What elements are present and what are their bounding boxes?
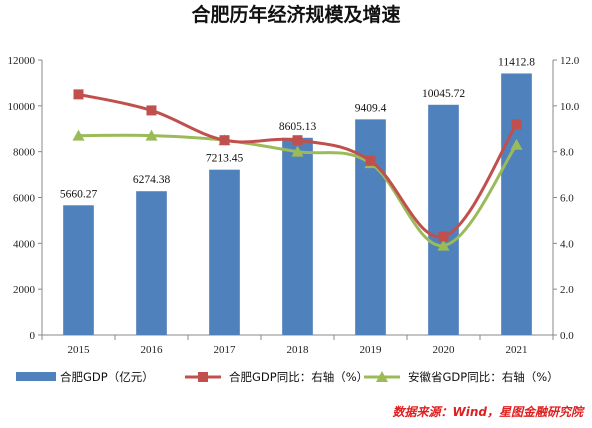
y-right-tick-label: 6.0 (560, 193, 574, 205)
x-tick-label: 2017 (214, 344, 237, 356)
bar-data-label: 6274.38 (133, 174, 171, 186)
bar-data-label: 7213.45 (206, 153, 244, 165)
triangle-marker (510, 138, 523, 150)
x-tick-label: 2018 (287, 344, 310, 356)
bar (355, 119, 386, 335)
square-marker (292, 135, 303, 146)
legend: 合肥GDP（亿元） 合肥GDP同比：右轴（%） 安徽省GDP同比：右轴（%） (16, 370, 559, 384)
y-right-tick-label: 4.0 (560, 238, 574, 250)
legend-label: 合肥GDP（亿元） (60, 370, 154, 384)
square-marker (365, 155, 376, 166)
square-marker (438, 231, 449, 242)
square-marker (219, 135, 230, 146)
square-marker (73, 89, 84, 100)
y-left-tick-label: 8000 (13, 147, 36, 159)
bar (501, 73, 532, 335)
data-labels: 5660.27 6274.38 7213.45 8605.13 9409.4 10045.… (60, 56, 535, 200)
y-right-tick-label: 2.0 (560, 284, 574, 296)
triangle-marker (291, 145, 304, 157)
square-marker (511, 119, 522, 130)
legend-square-marker (198, 372, 208, 382)
x-tick-label: 2021 (506, 344, 528, 356)
bar (428, 104, 459, 335)
source-note: 数据来源：Wind，星图金融研究院 (393, 405, 585, 419)
line-series-square (73, 89, 522, 242)
bar (209, 169, 240, 335)
x-tick-label: 2019 (360, 344, 383, 356)
bar-series (63, 73, 532, 335)
legend-triangle-marker (376, 371, 388, 382)
bar-data-label: 10045.72 (422, 88, 465, 100)
y-right-tick-label: 12.0 (560, 55, 580, 67)
line-series (72, 89, 523, 251)
bar-data-label: 9409.4 (355, 102, 387, 114)
legend-label: 安徽省GDP同比：右轴（%） (408, 370, 559, 384)
x-tick-label: 2016 (141, 344, 164, 356)
bar (282, 137, 313, 335)
legend-label: 合肥GDP同比：右轴（%） (229, 370, 368, 384)
triangle-marker (437, 239, 450, 251)
y-right-tick-label: 0.0 (560, 330, 574, 342)
x-tick-label: 2020 (433, 344, 456, 356)
square-marker (146, 105, 157, 116)
y-left-tick-label: 12000 (8, 55, 36, 67)
bar-data-label: 8605.13 (279, 121, 317, 133)
axes: 0 2000 4000 6000 8000 10000 12000 0.0 2.0 4.0 6.0 8… (8, 55, 580, 356)
y-left-tick-label: 4000 (13, 238, 36, 250)
bar (63, 205, 94, 335)
triangle-marker (72, 129, 85, 141)
y-right-tick-label: 8.0 (560, 147, 574, 159)
y-right-tick-label: 10.0 (560, 101, 580, 113)
triangle-marker (145, 129, 158, 141)
y-left-tick-label: 2000 (13, 284, 36, 296)
y-left-tick-label: 10000 (8, 101, 36, 113)
y-left-tick-label: 6000 (13, 193, 36, 205)
y-left-tick-label: 0 (30, 330, 36, 342)
legend-bar-swatch (16, 372, 56, 381)
bar (136, 191, 167, 335)
chart-title: 合肥历年经济规模及增速 (191, 3, 400, 26)
bar-data-label: 5660.27 (60, 188, 98, 200)
bar-data-label: 11412.8 (498, 56, 535, 68)
x-tick-label: 2015 (68, 344, 91, 356)
